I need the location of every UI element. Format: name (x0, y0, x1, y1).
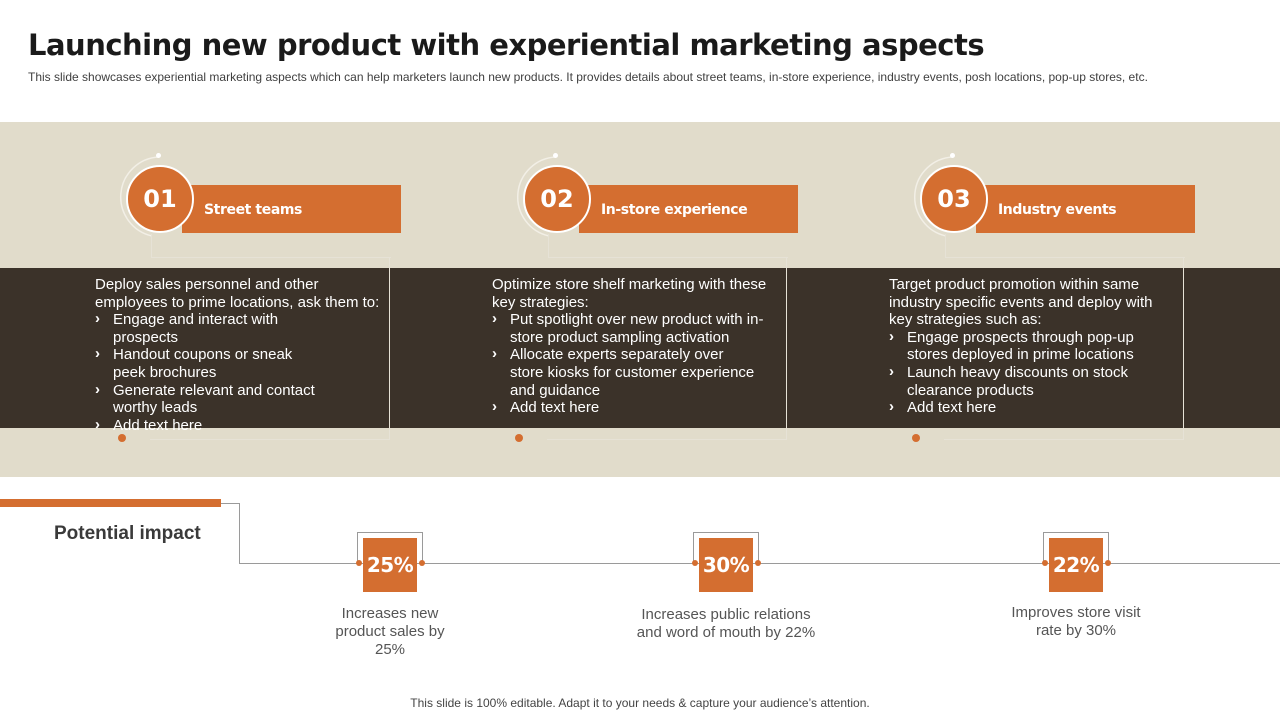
bullet-item: Engage prospects through pop-up stores d… (889, 328, 1134, 364)
bullet-list: Engage and interact with prospects Hando… (95, 310, 335, 435)
stat-frame (693, 532, 759, 564)
stat-dot (356, 560, 362, 566)
stat-dot (755, 560, 761, 566)
number-badge: 02 (523, 165, 591, 233)
card-label: In-store experience (601, 202, 748, 218)
slide-title: Launching new product with experiential … (28, 28, 985, 62)
stat-frame (1043, 532, 1109, 564)
label-bar (579, 185, 798, 233)
stat-dot (692, 560, 698, 566)
card-frame (547, 257, 787, 440)
stat-value: 30% (702, 553, 750, 577)
arc-decoration (120, 156, 160, 237)
card-intro: Optimize store shelf marketing with thes… (492, 276, 767, 311)
frame-line (548, 257, 788, 258)
stat-value: 22% (1052, 553, 1100, 577)
arc-dot (950, 153, 955, 158)
card-number: 01 (143, 185, 177, 213)
stat-dot (1042, 560, 1048, 566)
stat-frame (357, 532, 423, 564)
connector-line (221, 503, 239, 504)
stat-value-box: 25% (363, 538, 417, 592)
number-badge: 01 (126, 165, 194, 233)
card-label: Industry events (998, 202, 1117, 218)
stat-value: 25% (366, 553, 414, 577)
stat-dot (1105, 560, 1111, 566)
arc-dot (553, 153, 558, 158)
stat-dot (419, 560, 425, 566)
bullet-item: Add text here (889, 398, 1139, 417)
stat-value-box: 22% (1049, 538, 1103, 592)
card-body: Target product promotion within same ind… (889, 276, 1179, 417)
impact-stat: 22% (1042, 531, 1111, 593)
frame-line (945, 257, 1185, 258)
stat-value-box: 30% (699, 538, 753, 592)
arc-dot (156, 153, 161, 158)
connector-line (239, 503, 240, 563)
card-body: Deploy sales personnel and other employe… (95, 276, 385, 434)
bullet-item: Add text here (95, 416, 335, 435)
card-in-store-experience: In-store experience 02 Optimize store sh… (492, 150, 813, 450)
arc-decoration (517, 156, 557, 237)
bullet-item: Put spotlight over new product with in-s… (492, 310, 764, 346)
card-industry-events: Industry events 03 Target product promot… (889, 150, 1210, 450)
stat-caption: Increases new product sales by 25% (335, 605, 445, 658)
bullet-list: Put spotlight over new product with in-s… (492, 310, 767, 417)
arc-decoration (914, 156, 954, 237)
accent-line (0, 499, 221, 507)
frame-line (945, 234, 946, 258)
stat-caption: Increases public relations and word of m… (636, 606, 816, 641)
stat-caption: Improves store visit rate by 30% (1011, 604, 1141, 639)
bullet-item: Engage and interact with prospects (95, 310, 335, 346)
bullet-item: Generate relevant and contact worthy lea… (95, 381, 317, 417)
card-frame (150, 257, 390, 440)
bullet-list: Engage prospects through pop-up stores d… (889, 328, 1139, 417)
impact-stat: 30% (692, 531, 761, 593)
footer-note: This slide is 100% editable. Adapt it to… (410, 696, 870, 710)
card-label: Street teams (204, 202, 302, 218)
label-bar (182, 185, 401, 233)
frame-line (151, 257, 391, 258)
label-bar (976, 185, 1195, 233)
bullet-item: Add text here (492, 398, 767, 417)
bullet-item: Allocate experts separately over store k… (492, 345, 760, 399)
frame-line (151, 234, 152, 258)
card-intro: Deploy sales personnel and other employe… (95, 276, 380, 311)
timeline-dot (118, 434, 126, 442)
impact-stat: 25% (356, 531, 425, 593)
timeline-dot (912, 434, 920, 442)
card-street-teams: Street teams 01 Deploy sales personnel a… (95, 150, 416, 450)
timeline-dot (515, 434, 523, 442)
frame-line (548, 234, 549, 258)
number-badge: 03 (920, 165, 988, 233)
card-number: 02 (540, 185, 574, 213)
card-intro: Target product promotion within same ind… (889, 276, 1153, 329)
slide-subtitle: This slide showcases experiential market… (28, 70, 1148, 84)
card-number: 03 (937, 185, 971, 213)
card-body: Optimize store shelf marketing with thes… (492, 276, 782, 417)
bullet-item: Launch heavy discounts on stock clearanc… (889, 363, 1134, 399)
card-frame (944, 257, 1184, 440)
impact-title: Potential impact (54, 523, 201, 544)
bullet-item: Handout coupons or sneak peek brochures (95, 345, 295, 381)
